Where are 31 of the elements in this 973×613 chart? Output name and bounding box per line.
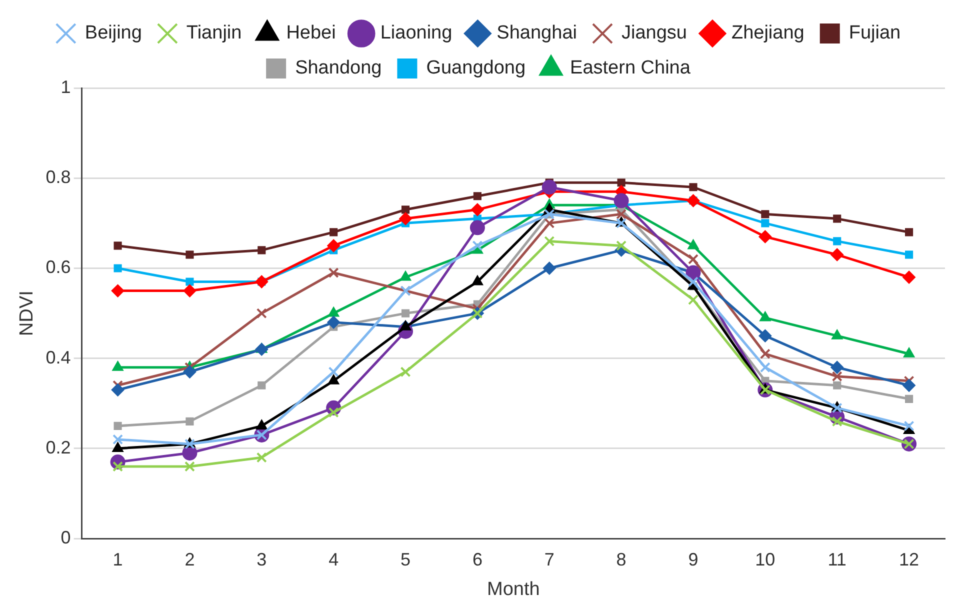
- y-tick-label: 0.6: [46, 257, 71, 278]
- legend-label: Jiangsu: [621, 22, 687, 44]
- x-tick-label: 4: [328, 549, 339, 570]
- legend-label: Guangdong: [426, 58, 526, 79]
- x-tick-label: 5: [400, 549, 411, 570]
- legend-label: Shandong: [295, 58, 382, 79]
- legend-label: Liaoning: [380, 22, 452, 44]
- legend-label: Fujian: [848, 22, 901, 44]
- y-tick-label: 0.2: [46, 437, 71, 458]
- y-tick-label: 0.8: [46, 167, 71, 188]
- x-tick-label: 11: [828, 549, 846, 570]
- x-tick-label: 3: [256, 549, 267, 570]
- x-tick-label: 7: [544, 549, 554, 570]
- y-axis-title: NDVI: [16, 290, 38, 336]
- x-tick-label: 10: [755, 549, 776, 570]
- legend-label: Zhejiang: [731, 22, 804, 44]
- y-tick-label: 0.4: [46, 347, 71, 368]
- x-tick-label: 12: [899, 549, 920, 570]
- legend-label: Tianjin: [186, 22, 242, 44]
- legend-label: Eastern China: [570, 58, 691, 79]
- legend-label: Shanghai: [496, 22, 577, 44]
- legend-label: Beijing: [84, 22, 142, 44]
- x-tick-label: 8: [616, 549, 626, 570]
- x-tick-label: 6: [472, 549, 482, 570]
- x-tick-label: 1: [112, 549, 123, 570]
- x-tick-label: 2: [184, 549, 195, 570]
- y-tick-label: 0: [60, 528, 71, 548]
- x-axis-title: Month: [487, 578, 540, 600]
- x-tick-label: 9: [688, 549, 698, 570]
- legend-label: Hebei: [286, 22, 336, 44]
- y-tick-label: 1: [60, 76, 71, 97]
